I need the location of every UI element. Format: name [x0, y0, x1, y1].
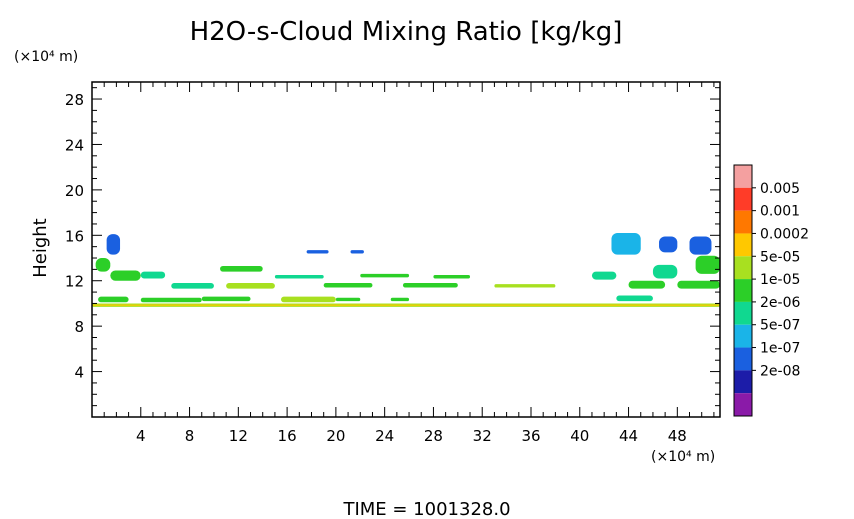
cloud-region-22 — [350, 250, 364, 254]
chart-title: H2O-s-Cloud Mixing Ratio [kg/kg] — [190, 17, 623, 47]
x-tick-label: 48 — [668, 427, 687, 445]
cloud-region-31 — [689, 236, 712, 255]
colorbar-label: 0.005 — [760, 181, 800, 197]
y-axis-label: Height — [30, 218, 51, 278]
cloud-region-28 — [695, 255, 720, 274]
colorbar-swatch — [734, 279, 752, 302]
y-tick-label: 24 — [65, 136, 84, 154]
cloud-region-19 — [494, 284, 556, 288]
cloud-region-11 — [171, 283, 214, 289]
cloud-region-12 — [220, 265, 263, 272]
cloud-region-5 — [281, 296, 336, 303]
x-tick-label: 8 — [185, 427, 195, 445]
colorbar-label: 5e-05 — [760, 249, 800, 265]
colorbar-label: 1e-05 — [760, 272, 800, 288]
colorbar-swatch — [734, 324, 752, 348]
y-tick-label: 4 — [74, 364, 84, 382]
x-tick-label: 28 — [424, 427, 443, 445]
cloud-region-17 — [402, 283, 458, 288]
cloud-region-6 — [335, 297, 361, 302]
y-tick-label: 16 — [65, 227, 84, 245]
y-tick-label: 12 — [65, 273, 84, 291]
colorbar-swatch — [734, 187, 752, 211]
cloud-region-15 — [323, 283, 373, 288]
colorbar-swatch — [734, 210, 752, 234]
x-tick-label: 24 — [375, 427, 394, 445]
cloud-region-20 — [106, 234, 121, 255]
cloud-region-14 — [274, 275, 324, 279]
cloud-region-7 — [390, 297, 410, 302]
colorbar-swatch — [734, 370, 752, 394]
x-tick-label: 12 — [229, 427, 248, 445]
cloud-region-3 — [140, 297, 202, 303]
colorbar: 0.005 0.001 0.0002 5e-05 1e-05 2e-06 5e-07 1e-0… — [733, 164, 809, 417]
cloud-region-10 — [140, 271, 166, 279]
x-tick-label: 4 — [136, 427, 146, 445]
cloud-region-8 — [95, 258, 111, 272]
cloud-region-21 — [306, 250, 329, 254]
colorbar-label: 2e-08 — [760, 363, 800, 379]
colorbar-label: 5e-07 — [760, 318, 800, 334]
cloud-region-13 — [226, 283, 275, 289]
title-text: H2O-s-Cloud Mixing Ratio [kg/kg] — [190, 17, 623, 47]
cloud-region-9 — [110, 270, 141, 281]
cloud-region-24 — [616, 295, 653, 302]
colorbar-label: 0.0002 — [760, 226, 809, 242]
colorbar-swatch — [734, 233, 752, 257]
colorbar-label: 0.001 — [760, 204, 800, 220]
cloud-region-25 — [628, 280, 666, 289]
cloud-region-1 — [92, 304, 720, 306]
x-tick-label: 44 — [619, 427, 638, 445]
x-tick-label: 40 — [570, 427, 589, 445]
colorbar-swatch — [734, 301, 752, 325]
cloud-region-4 — [201, 296, 251, 302]
x-tick-label: 16 — [278, 427, 297, 445]
colorbar-swatch — [734, 347, 752, 371]
y-tick-label: 28 — [65, 91, 84, 109]
x-tick-label: 32 — [473, 427, 492, 445]
y-unit-label: (×10⁴ m) — [14, 49, 78, 65]
cloud-region-29 — [611, 233, 641, 255]
plot-frame — [91, 81, 721, 418]
y-tick-label: 20 — [65, 182, 84, 200]
cloud-region-2 — [98, 296, 129, 303]
cloud-region-16 — [360, 273, 410, 278]
cloud-region-27 — [677, 280, 720, 289]
x-unit-label: (×10⁴ m) — [651, 449, 715, 465]
colorbar-swatch — [734, 393, 752, 416]
cloud-region-30 — [659, 236, 678, 253]
colorbar-label: 2e-06 — [760, 295, 800, 311]
colorbar-swatch — [734, 165, 752, 188]
colorbar-swatch — [734, 256, 752, 280]
x-tick-label: 20 — [326, 427, 345, 445]
cloud-region-26 — [652, 264, 678, 279]
cloud-region-23 — [591, 271, 617, 280]
cloud-region-18 — [433, 275, 471, 279]
colorbar-frame — [733, 164, 753, 417]
x-tick-label: 36 — [521, 427, 540, 445]
plot-regions — [92, 233, 720, 307]
colorbar-label: 1e-07 — [760, 341, 800, 357]
y-tick-label: 8 — [74, 318, 84, 336]
time-footer: TIME = 1001328.0 — [342, 499, 510, 519]
